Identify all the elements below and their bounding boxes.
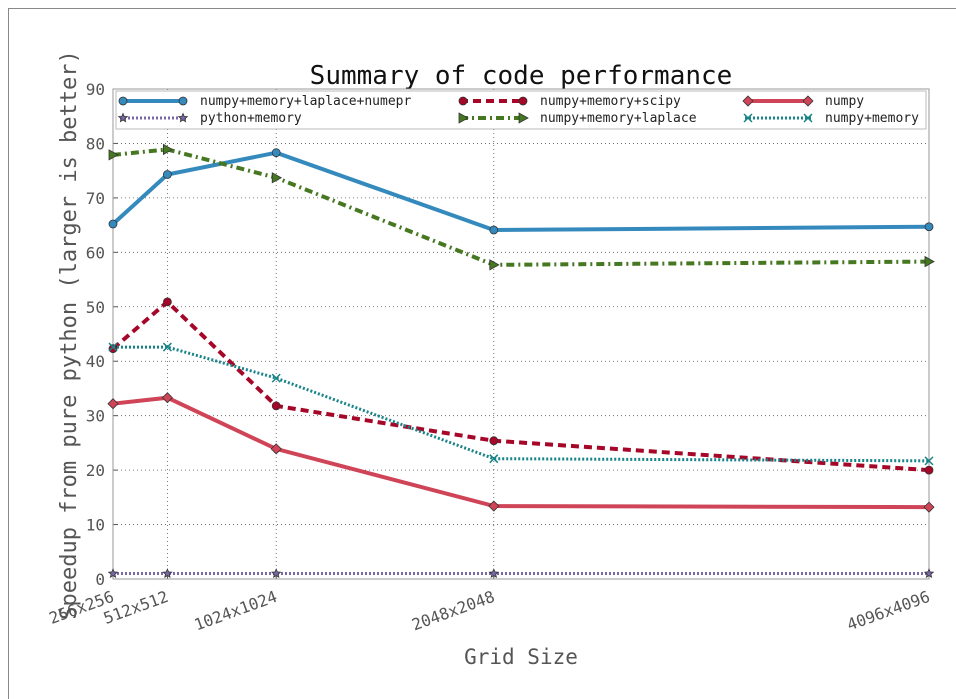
- plot-frame: [112, 88, 930, 580]
- marker: [489, 259, 500, 271]
- marker: [177, 112, 189, 123]
- legend: numpy+memory+laplace+numepr python+memory…: [115, 90, 927, 130]
- series: [107, 392, 935, 513]
- marker: [107, 568, 119, 579]
- marker: [162, 342, 172, 352]
- marker: [161, 392, 173, 404]
- marker: [118, 96, 128, 106]
- marker: [518, 96, 528, 106]
- y-tick-label: 60: [86, 243, 105, 262]
- legend-label: numpy+memory+laplace: [540, 111, 697, 126]
- marker: [162, 297, 172, 307]
- y-tick-label: 20: [86, 461, 105, 480]
- marker: [108, 219, 118, 229]
- marker: [178, 96, 188, 106]
- marker: [108, 149, 119, 161]
- marker: [489, 454, 499, 464]
- series: [108, 342, 934, 466]
- chart-title: Summary of code performance: [310, 61, 733, 91]
- marker: [488, 500, 500, 512]
- marker: [271, 172, 283, 184]
- marker: [117, 112, 129, 123]
- series: [108, 297, 934, 475]
- series: [108, 143, 935, 271]
- marker: [924, 222, 934, 232]
- marker: [924, 465, 934, 475]
- legend-label: numpy: [825, 94, 864, 109]
- legend-label: numpy+memory+laplace+numepr: [200, 94, 411, 109]
- marker: [270, 443, 282, 455]
- marker: [107, 398, 119, 410]
- marker: [923, 568, 935, 579]
- marker: [803, 113, 813, 123]
- series-line: [113, 345, 930, 463]
- marker: [458, 96, 468, 106]
- y-tick-label: 30: [86, 407, 105, 426]
- marker: [924, 456, 934, 466]
- legend-label: numpy+memory: [825, 111, 919, 126]
- y-tick-label: 40: [86, 352, 105, 371]
- y-tick-label: 50: [86, 298, 105, 317]
- marker: [108, 342, 118, 352]
- marker: [742, 95, 754, 107]
- y-tick-label: 70: [86, 189, 105, 208]
- marker: [162, 568, 173, 579]
- y-axis-label: Speedup from pure python (larger is bett…: [57, 50, 82, 620]
- marker: [923, 501, 935, 513]
- y-tick-label: 90: [86, 80, 105, 99]
- marker: [489, 225, 499, 235]
- marker: [488, 568, 500, 579]
- marker: [270, 568, 282, 579]
- legend-label: numpy+memory+scipy: [540, 94, 681, 109]
- series: [108, 148, 934, 235]
- marker: [162, 170, 172, 179]
- y-tick-label: 0: [95, 570, 105, 589]
- marker: [802, 95, 814, 107]
- marker: [458, 112, 469, 124]
- marker: [271, 148, 281, 158]
- x-axis-label: Grid Size: [464, 645, 578, 669]
- y-tick-label: 10: [86, 516, 105, 535]
- marker: [162, 143, 174, 156]
- marker: [271, 401, 281, 411]
- marker: [518, 112, 529, 124]
- marker: [489, 436, 499, 446]
- y-tick-label: 80: [86, 134, 105, 153]
- marker: [924, 255, 935, 268]
- marker: [271, 373, 281, 383]
- legend-label: python+memory: [200, 111, 302, 126]
- marker: [743, 113, 753, 123]
- series: [107, 568, 935, 579]
